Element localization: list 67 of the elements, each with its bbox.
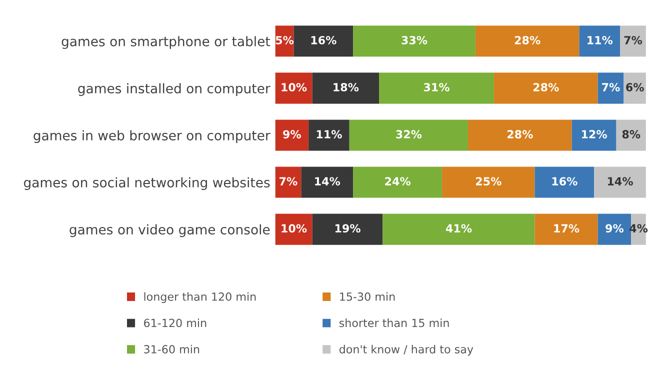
bar <box>579 26 620 57</box>
bar <box>349 120 468 151</box>
data-label: 28% <box>514 36 540 44</box>
bar <box>275 214 312 245</box>
data-label: 9% <box>606 224 624 233</box>
bar <box>301 166 354 198</box>
data-label: 28% <box>533 83 559 92</box>
bar <box>534 166 594 198</box>
legend-label: longer than 120 min <box>144 292 256 303</box>
bar <box>442 166 535 198</box>
data-label: 41% <box>446 224 472 233</box>
data-label: 5% <box>276 36 294 44</box>
data-label: 32% <box>396 130 422 138</box>
data-label: 11% <box>588 36 613 44</box>
bar <box>598 214 632 245</box>
data-label: 16% <box>311 36 336 44</box>
legend-label: 15-30 min <box>340 292 395 301</box>
bar <box>275 120 309 151</box>
y-tick-label: games on video game console <box>70 224 270 238</box>
bar <box>379 72 494 104</box>
data-label: 7% <box>602 83 620 92</box>
bar <box>594 166 646 198</box>
bar <box>382 214 535 245</box>
data-label: 6% <box>626 83 644 92</box>
bar <box>475 26 580 57</box>
data-label: 10% <box>282 83 307 92</box>
data-label: 8% <box>622 130 640 138</box>
bar <box>353 166 442 198</box>
bar <box>572 120 616 151</box>
legend-label: 31-60 min <box>144 344 200 354</box>
legend-label: 61-120 min <box>144 318 206 328</box>
data-label: 10% <box>282 224 307 233</box>
bar <box>308 120 350 151</box>
data-label: 31% <box>424 83 450 92</box>
y-tick-label: games on social networking websites <box>24 177 270 190</box>
bar <box>468 120 572 151</box>
bar <box>620 26 646 57</box>
data-label: 9% <box>283 130 301 138</box>
data-label: 14% <box>608 177 633 186</box>
bar <box>312 72 380 104</box>
bar <box>353 26 476 57</box>
data-label: 33% <box>402 36 428 44</box>
data-label: 25% <box>476 177 502 186</box>
data-label: 16% <box>552 177 578 186</box>
legend-label: don't know / hard to say <box>339 344 474 356</box>
bar <box>494 72 598 104</box>
bar <box>275 72 312 104</box>
y-tick-label: games installed on computer <box>78 83 270 96</box>
bar <box>294 26 354 57</box>
data-label: 19% <box>335 224 360 233</box>
bar <box>534 214 598 245</box>
data-label: 17% <box>554 224 580 233</box>
bar <box>312 214 383 245</box>
data-label: 12% <box>582 130 607 138</box>
data-label: 7% <box>280 177 298 186</box>
y-tick-label: games on smartphone or tablet <box>62 36 270 49</box>
bar <box>616 120 646 151</box>
bar <box>598 72 624 104</box>
data-label: 24% <box>385 177 411 186</box>
data-label: 28% <box>507 130 533 138</box>
data-label: 11% <box>316 130 342 138</box>
legend-label: shorter than 15 min <box>339 318 449 328</box>
bar <box>275 166 302 198</box>
data-label: 18% <box>334 83 359 92</box>
y-tick-label: games in web browser on computer <box>34 130 270 143</box>
data-label: 14% <box>315 177 340 186</box>
data-label: 7% <box>624 36 642 44</box>
